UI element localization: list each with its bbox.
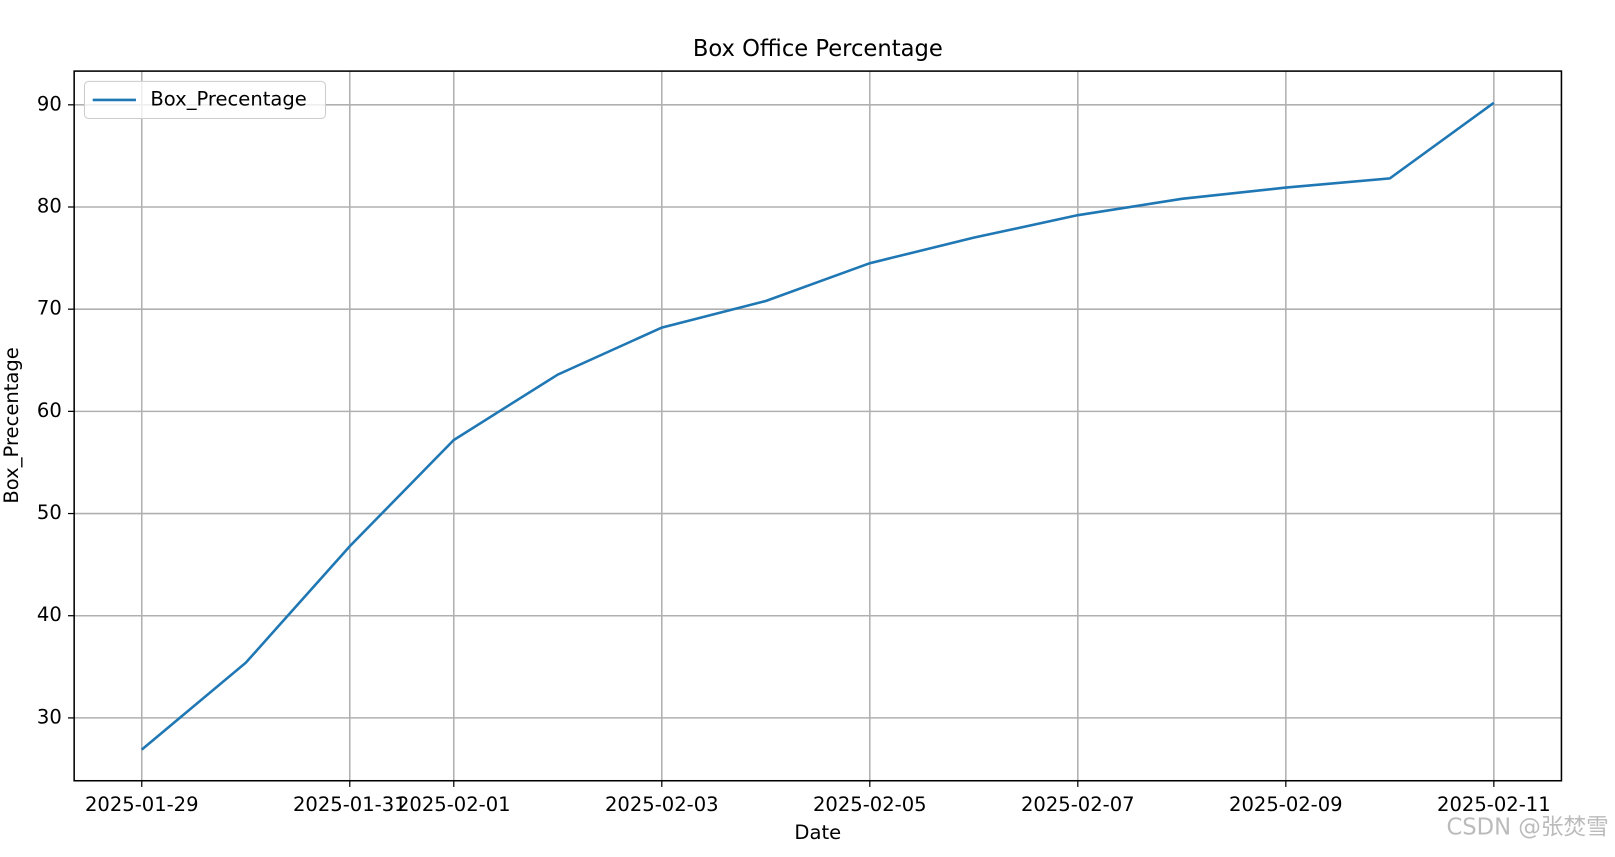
y-axis-label: Box_Precentage bbox=[0, 347, 23, 503]
data-line bbox=[140, 101, 1495, 751]
x-tick-label: 2025-02-03 bbox=[605, 793, 719, 816]
plot-frame bbox=[73, 70, 1563, 782]
x-tick-label: 2025-01-31 bbox=[293, 793, 407, 816]
x-tick-label: 2025-02-09 bbox=[1229, 793, 1343, 816]
legend-box bbox=[83, 80, 326, 119]
y-tick-label: 60 bbox=[37, 399, 62, 422]
x-tick-label: 2025-02-05 bbox=[813, 793, 927, 816]
y-tick-label: 30 bbox=[37, 705, 62, 728]
x-tick-label: 2025-02-01 bbox=[397, 793, 511, 816]
y-tick-label: 70 bbox=[37, 297, 62, 320]
chart-title: Box Office Percentage bbox=[693, 36, 943, 62]
x-tick-label: 2025-02-07 bbox=[1021, 793, 1135, 816]
x-tick-label: 2025-02-11 bbox=[1437, 793, 1551, 816]
y-tick-label: 40 bbox=[37, 603, 62, 626]
x-axis-label: Date bbox=[794, 821, 841, 844]
watermark: CSDN @张焚雪 bbox=[1447, 815, 1609, 841]
y-tick-label: 80 bbox=[37, 195, 62, 218]
y-tick-label: 50 bbox=[37, 501, 62, 524]
x-tick-label: 2025-01-29 bbox=[85, 793, 199, 816]
y-tick-label: 90 bbox=[37, 92, 62, 115]
legend-label: Box_Precentage bbox=[150, 87, 306, 110]
